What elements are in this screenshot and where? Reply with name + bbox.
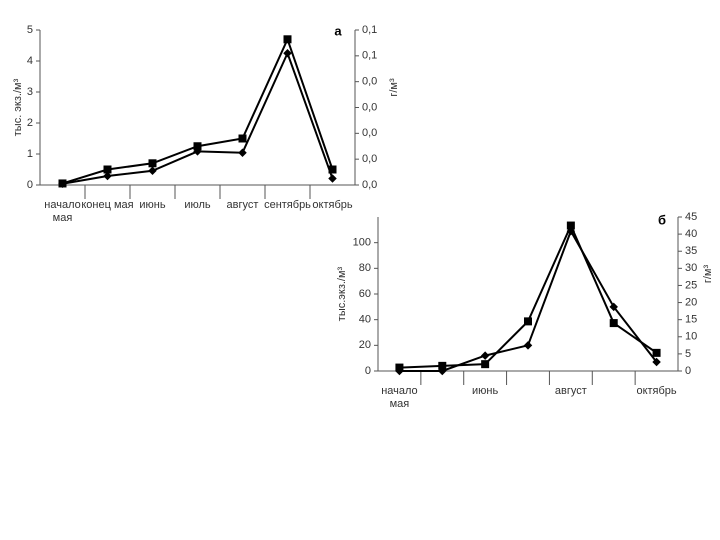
y2-axis-title: г/м³ xyxy=(388,78,400,97)
panel-label: а xyxy=(334,23,342,38)
y2-tick-label: 0,0 xyxy=(362,179,377,191)
marker xyxy=(524,317,532,326)
marker xyxy=(480,351,490,360)
y-axis-title: тыс. экз./м³ xyxy=(12,78,24,136)
marker xyxy=(523,341,533,350)
series-line xyxy=(399,228,658,372)
y-tick-label: 4 xyxy=(27,55,33,67)
y2-tick-label: 0,0 xyxy=(362,101,377,113)
series-line xyxy=(62,36,334,185)
marker xyxy=(148,159,157,168)
y-tick-label: 0 xyxy=(27,179,33,191)
y2-tick-label: 45 xyxy=(685,211,697,223)
y2-tick-label: 35 xyxy=(685,245,697,257)
y-tick-label: 40 xyxy=(359,314,371,326)
y-tick-label: 100 xyxy=(353,237,371,249)
marker xyxy=(193,142,202,151)
y2-tick-label: 0,0 xyxy=(362,127,377,139)
y2-tick-label: 0,0 xyxy=(362,153,377,165)
y-tick-label: 80 xyxy=(359,262,371,274)
marker xyxy=(103,171,112,181)
x-tick-label: июнь xyxy=(139,199,166,211)
marker xyxy=(103,165,112,174)
y2-tick-label: 10 xyxy=(685,331,697,343)
y2-tick-label: 15 xyxy=(685,314,697,326)
y2-tick-label: 0,1 xyxy=(362,50,377,62)
marker xyxy=(328,165,337,174)
y2-axis-title: г/м³ xyxy=(702,265,714,284)
marker xyxy=(566,221,575,230)
x-tick-label: август xyxy=(226,199,259,211)
marker xyxy=(328,174,337,183)
x-tick-label: конец мая xyxy=(81,199,134,211)
x-tick-label: август xyxy=(554,385,587,397)
marker xyxy=(283,35,292,44)
marker xyxy=(238,148,247,157)
y-tick-label: 20 xyxy=(359,339,371,351)
marker xyxy=(438,361,447,370)
marker xyxy=(58,179,67,188)
y2-tick-label: 0 xyxy=(685,365,691,377)
x-tick-label: начало мая xyxy=(44,199,81,224)
marker xyxy=(609,319,618,328)
y2-tick-label: 0,1 xyxy=(362,24,377,36)
y-tick-label: 5 xyxy=(27,24,33,36)
x-tick-label: октябрь xyxy=(312,199,353,211)
series-line xyxy=(62,50,334,185)
x-tick-label: сентябрь xyxy=(264,199,311,211)
y2-tick-label: 0,0 xyxy=(362,76,377,88)
x-tick-label: июнь xyxy=(472,385,499,397)
marker xyxy=(652,348,661,357)
y2-tick-label: 40 xyxy=(685,228,697,240)
marker xyxy=(238,134,247,143)
y-axis-title: тыс.экз./м³ xyxy=(336,266,348,321)
x-tick-label: начало мая xyxy=(381,385,418,410)
marker xyxy=(193,147,202,156)
marker xyxy=(148,166,157,176)
y2-tick-label: 5 xyxy=(685,348,691,360)
marker xyxy=(283,49,292,58)
x-tick-label: октябрь xyxy=(636,385,677,397)
y-tick-label: 2 xyxy=(27,117,33,129)
panel-label: б xyxy=(658,212,666,227)
marker xyxy=(652,357,661,367)
marker xyxy=(438,366,447,376)
y2-tick-label: 25 xyxy=(685,279,697,291)
marker xyxy=(395,366,404,376)
marker xyxy=(481,360,490,369)
y2-tick-label: 20 xyxy=(685,296,697,308)
y-tick-label: 3 xyxy=(27,86,33,98)
y-tick-label: 1 xyxy=(27,148,33,160)
x-tick-label: июль xyxy=(184,199,211,211)
y-tick-label: 60 xyxy=(359,288,371,300)
y-tick-label: 0 xyxy=(365,365,371,377)
marker xyxy=(609,302,618,312)
y2-tick-label: 30 xyxy=(685,262,697,274)
